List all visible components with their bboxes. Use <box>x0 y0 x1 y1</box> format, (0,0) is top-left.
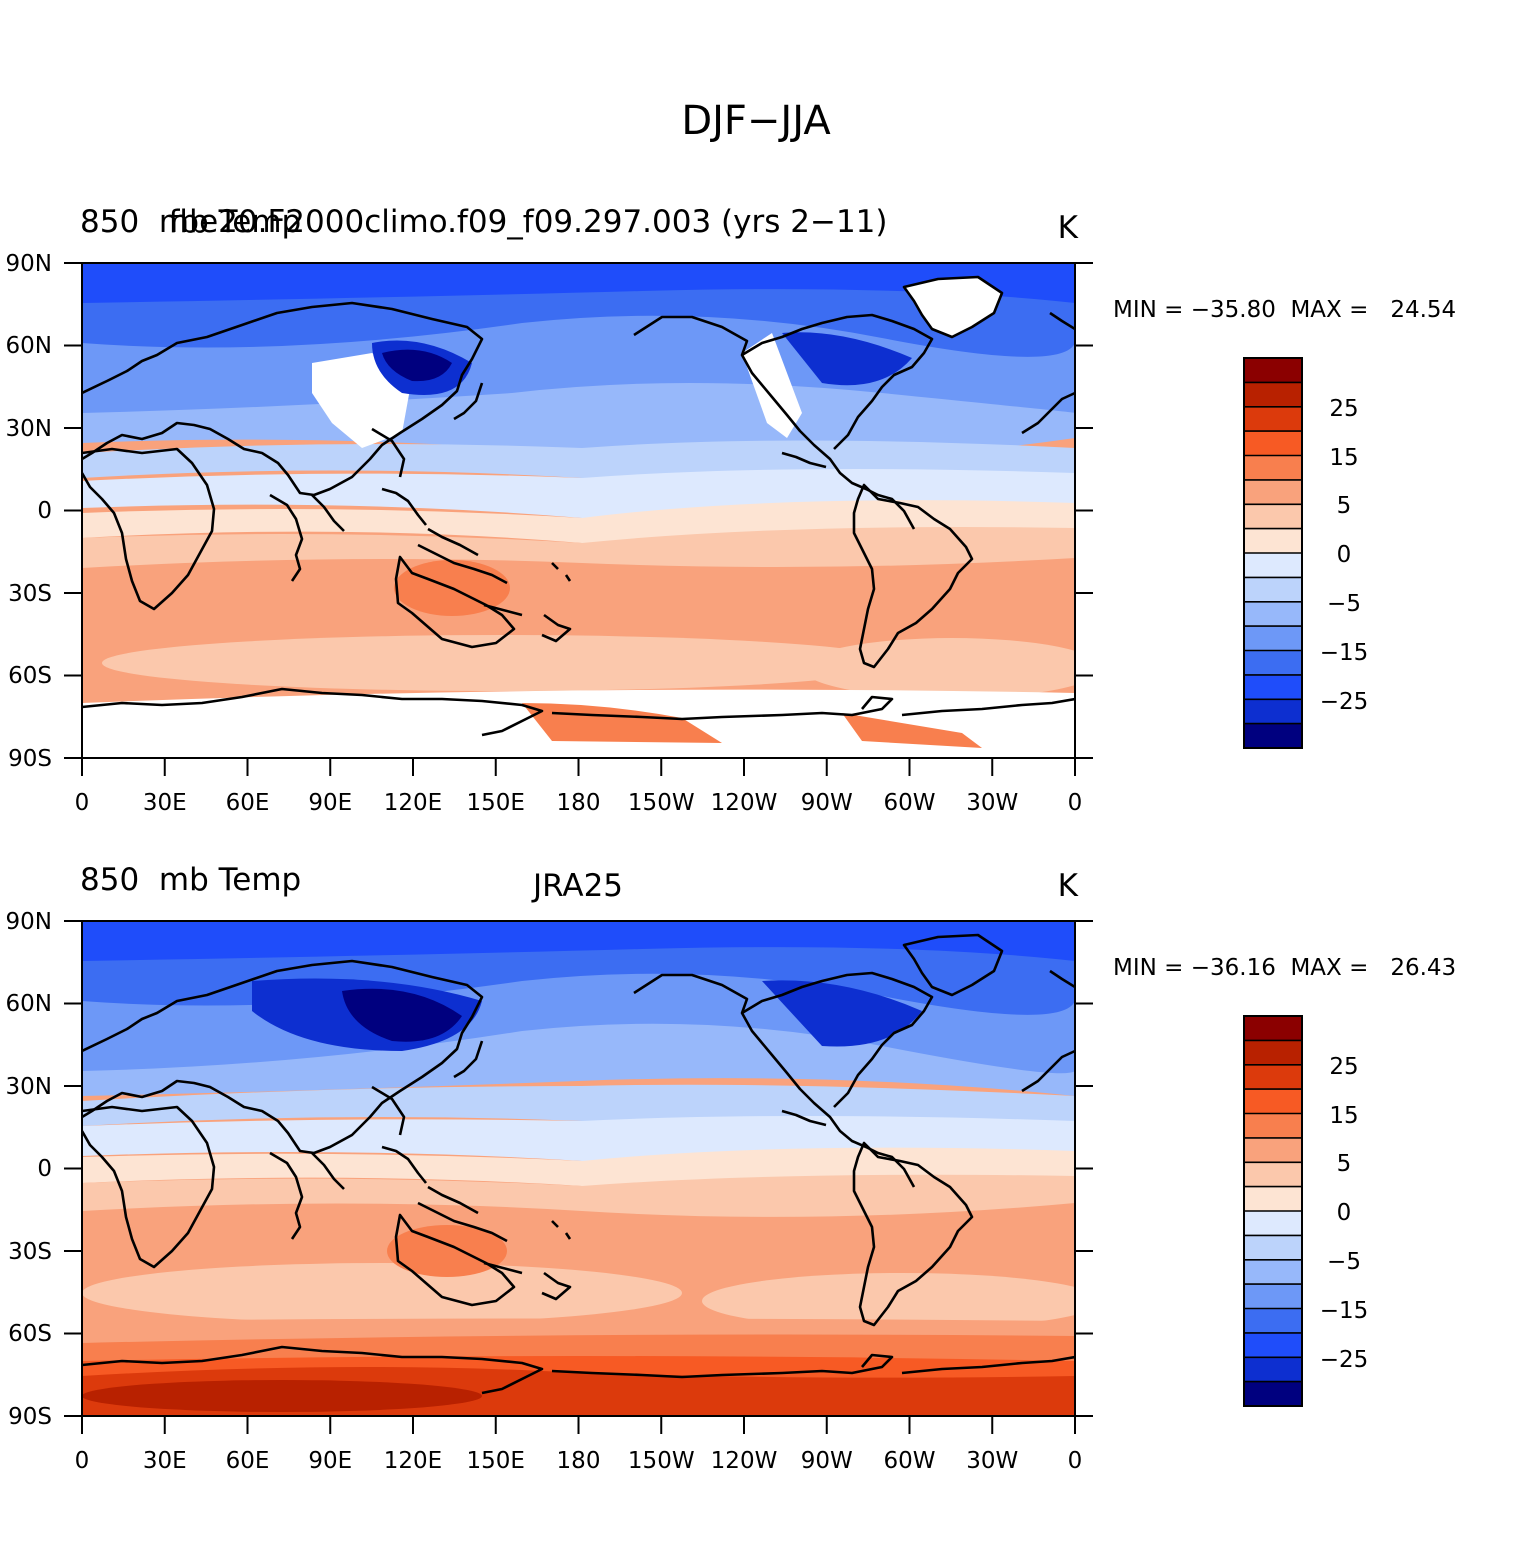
lon-label: 60W <box>883 790 935 816</box>
lat-label: 30N <box>6 416 52 442</box>
lat-label: 0 <box>37 1156 52 1182</box>
lon-label: 180 <box>557 790 601 816</box>
panel-obs: 850 mb Temp JRA25 K <box>6 862 1457 1474</box>
figure-title: DJF−JJA <box>681 98 831 144</box>
lat-label: 30S <box>8 581 52 607</box>
lon-label: 90E <box>308 790 352 816</box>
lon-label: 120E <box>384 1448 442 1474</box>
lon-label: 120E <box>384 790 442 816</box>
panel-obs-units: K <box>1058 868 1079 904</box>
lon-label: 60E <box>226 1448 270 1474</box>
lat-label: 30N <box>6 1074 52 1100</box>
colorbar-label: 5 <box>1337 1151 1352 1177</box>
lat-label: 90N <box>6 909 52 935</box>
lon-label: 180 <box>557 1448 601 1474</box>
colorbar-label: −5 <box>1327 1249 1361 1275</box>
colorbar-label: 0 <box>1337 542 1352 568</box>
colorbar-label: −15 <box>1320 1298 1369 1324</box>
colorbar-label: 25 <box>1329 1054 1358 1080</box>
lon-label: 60E <box>226 790 270 816</box>
lon-label: 90W <box>801 1448 853 1474</box>
colorbar-label: −5 <box>1327 591 1361 617</box>
panel-obs-center-title: JRA25 <box>531 868 623 904</box>
colorbar-label: 15 <box>1329 1103 1358 1129</box>
lon-label: 0 <box>1068 790 1083 816</box>
lat-label: 90S <box>8 1404 52 1430</box>
colorbar-labels-obs: 25 15 5 0 −5 −15 −25 <box>1320 1054 1369 1373</box>
lon-label: 30W <box>966 790 1018 816</box>
lon-axis-obs <box>81 1416 1076 1434</box>
colorbar-label: 0 <box>1337 1200 1352 1226</box>
colorbar-labels-model: 25 15 5 0 −5 −15 −25 <box>1320 396 1369 715</box>
lon-label: 150E <box>467 790 525 816</box>
lon-label: 150W <box>628 790 695 816</box>
lon-label: 90W <box>801 790 853 816</box>
lat-labels-model: 90N 60N 30N 0 30S 60S 90S <box>6 251 52 772</box>
lon-label: 0 <box>75 790 90 816</box>
lat-label: 60N <box>6 991 52 1017</box>
lon-label: 150E <box>467 1448 525 1474</box>
panel-obs-left-title: 850 mb Temp <box>80 862 301 898</box>
map-field-model <box>82 263 1075 758</box>
colorbar-label: 25 <box>1329 396 1358 422</box>
panel-obs-stats: MIN = −36.16 MAX = 26.43 <box>1113 955 1456 981</box>
lon-label: 0 <box>75 1448 90 1474</box>
lat-label: 0 <box>37 498 52 524</box>
lon-labels-model: 0 30E 60E 90E 120E 150E 180 150W 120W 90… <box>75 790 1083 816</box>
lon-label: 30E <box>143 1448 187 1474</box>
lat-label: 60S <box>8 663 52 689</box>
lon-label: 30W <box>966 1448 1018 1474</box>
lon-label: 120W <box>711 790 778 816</box>
panel-model-center-title: fbe20.F2000climo.f09_f09.297.003 (yrs 2−… <box>169 204 888 240</box>
colorbar-label: 5 <box>1337 493 1352 519</box>
panel-model-left-title: 850 mb Temp <box>80 204 301 240</box>
lat-label: 60N <box>6 333 52 359</box>
lon-label: 60W <box>883 1448 935 1474</box>
lat-label: 90N <box>6 251 52 277</box>
colorbar-label: −15 <box>1320 640 1369 666</box>
colorbar-label: −25 <box>1320 1347 1369 1373</box>
lon-label: 120W <box>711 1448 778 1474</box>
lat-axis-obs <box>64 920 1093 1417</box>
lon-label: 0 <box>1068 1448 1083 1474</box>
lon-label: 90E <box>308 1448 352 1474</box>
colorbar-label: −25 <box>1320 689 1369 715</box>
lon-label: 150W <box>628 1448 695 1474</box>
colorbar-label: 15 <box>1329 445 1358 471</box>
lat-label: 90S <box>8 746 52 772</box>
panel-model-units: K <box>1058 210 1079 246</box>
colorbar-obs <box>1243 1015 1303 1407</box>
panel-model-stats: MIN = −35.80 MAX = 24.54 <box>1113 297 1456 323</box>
map-field-obs <box>82 921 1075 1416</box>
panel-model: 850 mb Temp fbe20.F2000climo.f09_f09.297… <box>6 204 1457 816</box>
lon-label: 30E <box>143 790 187 816</box>
colorbar-model <box>1243 357 1303 749</box>
lon-labels-obs: 0 30E 60E 90E 120E 150E 180 150W 120W 90… <box>75 1448 1083 1474</box>
lat-labels-obs: 90N 60N 30N 0 30S 60S 90S <box>6 909 52 1430</box>
lat-label: 30S <box>8 1239 52 1265</box>
lat-axis-model <box>64 262 1093 759</box>
lat-label: 60S <box>8 1321 52 1347</box>
lon-axis-model <box>81 758 1076 776</box>
